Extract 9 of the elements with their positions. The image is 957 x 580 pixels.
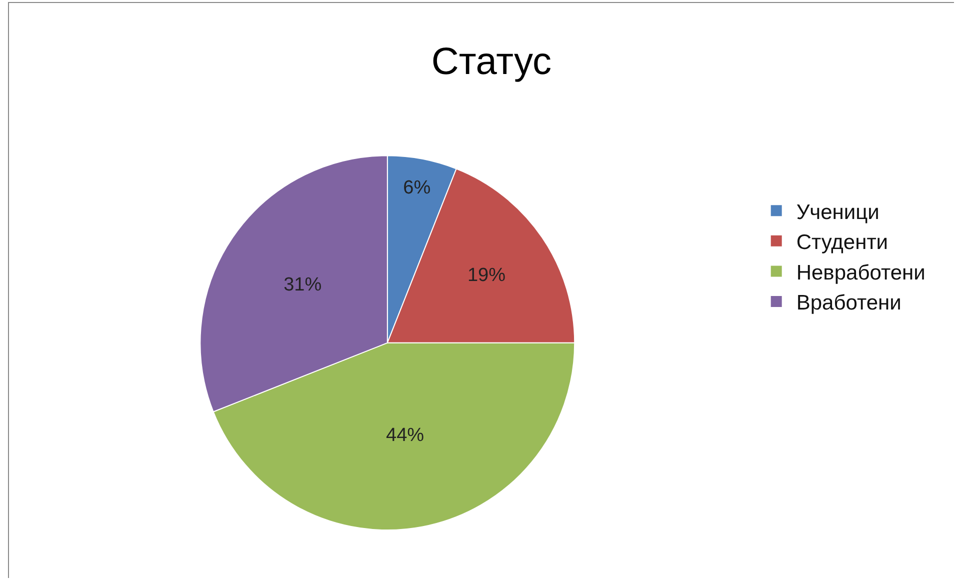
legend-label: Студенти <box>796 231 888 254</box>
legend-label: Невработени <box>796 261 926 284</box>
data-label: 19% <box>467 264 506 286</box>
data-label: 44% <box>386 425 424 446</box>
legend-label: Ученици <box>796 200 880 224</box>
data-label: 31% <box>284 274 322 296</box>
chart-title: Статус <box>431 40 552 83</box>
data-label: 6% <box>403 177 431 198</box>
legend-label: Вработени <box>796 292 902 315</box>
